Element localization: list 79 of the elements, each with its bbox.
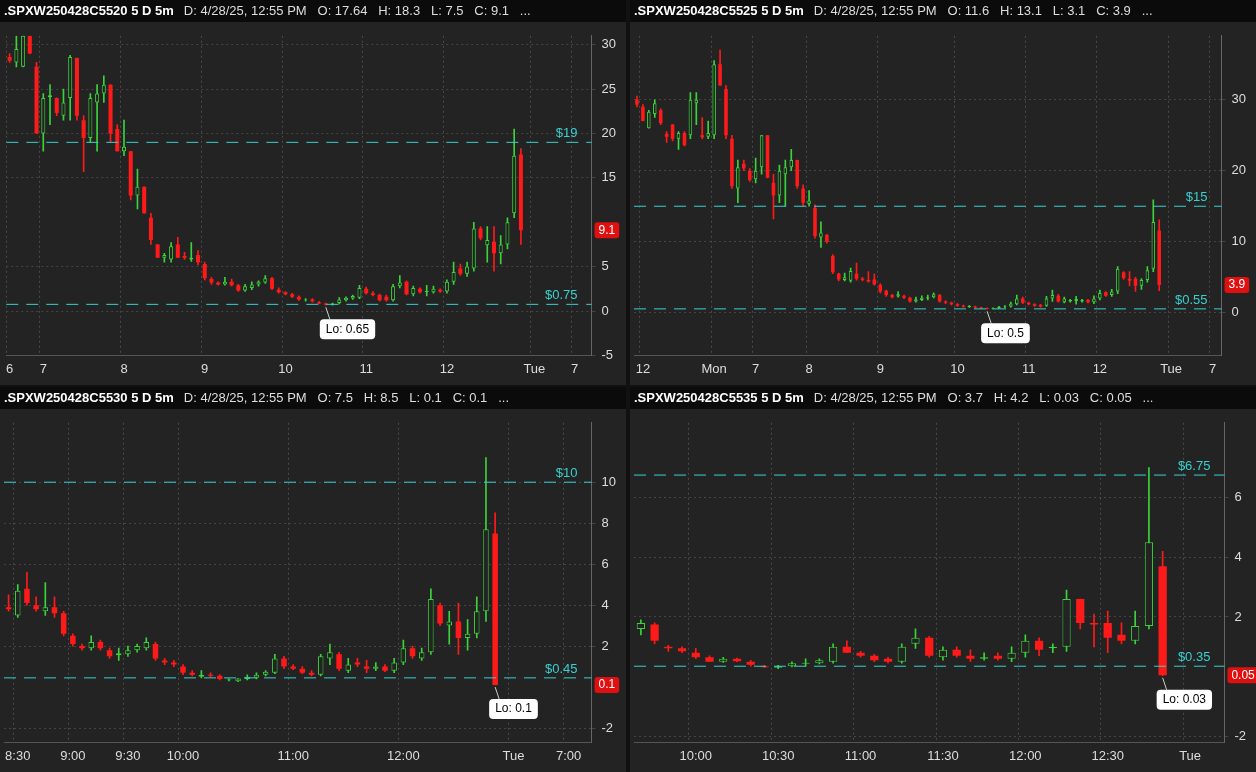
y-tick-label: 15 [601, 169, 617, 185]
text: 9.1 [598, 222, 616, 237]
y-tick-label: 10 [601, 473, 617, 489]
y-tick-label: -2 [1234, 728, 1246, 743]
y-tick-label: 2 [601, 637, 609, 653]
text: 0.05 [1231, 667, 1256, 682]
x-tick-label: 11:00 [277, 747, 309, 763]
annotation: Lo: 0.65 [325, 321, 370, 336]
ref-line-label: $0.75 [544, 287, 578, 303]
y-tick-label: -5 [601, 346, 614, 362]
x-tick-label: 10:00 [679, 747, 713, 763]
chart-title: .SPXW250428C5530 5 D 5m [4, 390, 174, 405]
x-tick-label: 12 [439, 360, 455, 376]
text: 0.1 [598, 677, 616, 692]
x-tick-label: 10 [278, 360, 293, 376]
y-tick-label: 2 [1234, 608, 1242, 624]
x-tick-label: Tue [1179, 747, 1202, 763]
x-tick-label: 10:00 [166, 747, 200, 763]
y-tick-label: 4 [1234, 548, 1242, 564]
x-tick-label: 12 [1092, 360, 1108, 376]
y-tick-label: 30 [601, 36, 617, 52]
x-tick-label: 11:00 [844, 747, 877, 763]
x-tick-label: 10 [950, 360, 965, 376]
x-tick-label: 11 [359, 360, 373, 376]
x-tick-label: 7 [571, 360, 579, 376]
ref-line-label: $0.45 [544, 660, 578, 676]
y-tick-label: 5 [601, 258, 609, 274]
y-tick-label: -2 [601, 719, 614, 735]
x-tick-label: 9 [876, 360, 884, 376]
x-tick-label: 7:00 [555, 747, 582, 763]
chart-title: .SPXW250428C5535 5 D 5m [634, 390, 804, 405]
y-tick-label: 0 [601, 302, 609, 318]
chart-title: .SPXW250428C5520 5 D 5m [4, 3, 174, 18]
ref-line-label: $6.75 [1177, 458, 1211, 474]
x-tick-label: 7 [1209, 360, 1217, 376]
annotation: Lo: 0.1 [495, 701, 533, 716]
x-tick-label: 8 [120, 360, 128, 376]
x-tick-label: Mon [701, 360, 727, 376]
x-tick-label: Tue [502, 747, 525, 763]
x-tick-label: 6 [6, 360, 14, 376]
y-tick-label: 6 [601, 555, 609, 571]
chart-subtitle: D: 4/28/25, 12:55 PM O: 7.5 H: 8.5 L: 0.1 C: 0.1 ... [183, 390, 509, 405]
x-tick-label: 10:30 [761, 747, 795, 763]
x-tick-label: 11:30 [927, 747, 959, 763]
x-tick-label: 9 [201, 360, 209, 376]
chart-subtitle: D: 4/28/25, 12:55 PM O: 3.7 H: 4.2 L: 0.03 C: 0.05 ... [813, 390, 1154, 405]
y-tick-label: 10 [1231, 233, 1247, 249]
x-tick-label: 7 [39, 360, 47, 376]
x-tick-label: 9:00 [60, 747, 86, 763]
x-tick-label: 8:30 [5, 747, 31, 763]
annotation: Lo: 0.5 [987, 325, 1025, 340]
ref-line-label: $15 [1185, 189, 1208, 205]
x-tick-label: 8 [805, 360, 813, 376]
x-tick-label: 12 [635, 360, 651, 376]
y-tick-label: 4 [601, 596, 609, 612]
x-tick-label: Tue [1160, 360, 1183, 376]
y-tick-label: 0 [1231, 304, 1239, 320]
x-tick-label: 7 [752, 360, 760, 376]
ref-line-label: $19 [555, 125, 578, 141]
ref-line-label: $0.35 [1177, 649, 1211, 665]
y-tick-label: 20 [601, 125, 617, 141]
ref-line-label: $10 [555, 465, 578, 481]
x-tick-label: 12:00 [1009, 747, 1042, 763]
annotation: Lo: 0.03 [1162, 692, 1207, 707]
x-tick-label: 12:30 [1091, 747, 1124, 763]
y-tick-label: 8 [601, 514, 609, 530]
y-tick-label: 20 [1231, 162, 1247, 178]
y-tick-label: 6 [1234, 489, 1242, 505]
chart-title: .SPXW250428C5525 5 D 5m [634, 3, 804, 18]
x-tick-label: Tue [523, 360, 546, 376]
y-tick-label: 25 [601, 80, 617, 96]
x-tick-label: 12:00 [387, 747, 420, 763]
y-tick-label: 30 [1231, 91, 1247, 107]
chart-subtitle: D: 4/28/25, 12:55 PM O: 11.6 H: 13.1 L: 3.1 C: 3.9 ... [813, 3, 1153, 18]
text: 3.9 [1228, 277, 1246, 292]
ref-line-label: $0.55 [1174, 291, 1208, 307]
x-tick-label: 11 [1021, 360, 1036, 376]
x-tick-label: 9:30 [115, 747, 141, 763]
chart-subtitle: D: 4/28/25, 12:55 PM O: 17.64 H: 18.3 L: 7.5 C: 9.1 ... [183, 3, 531, 18]
